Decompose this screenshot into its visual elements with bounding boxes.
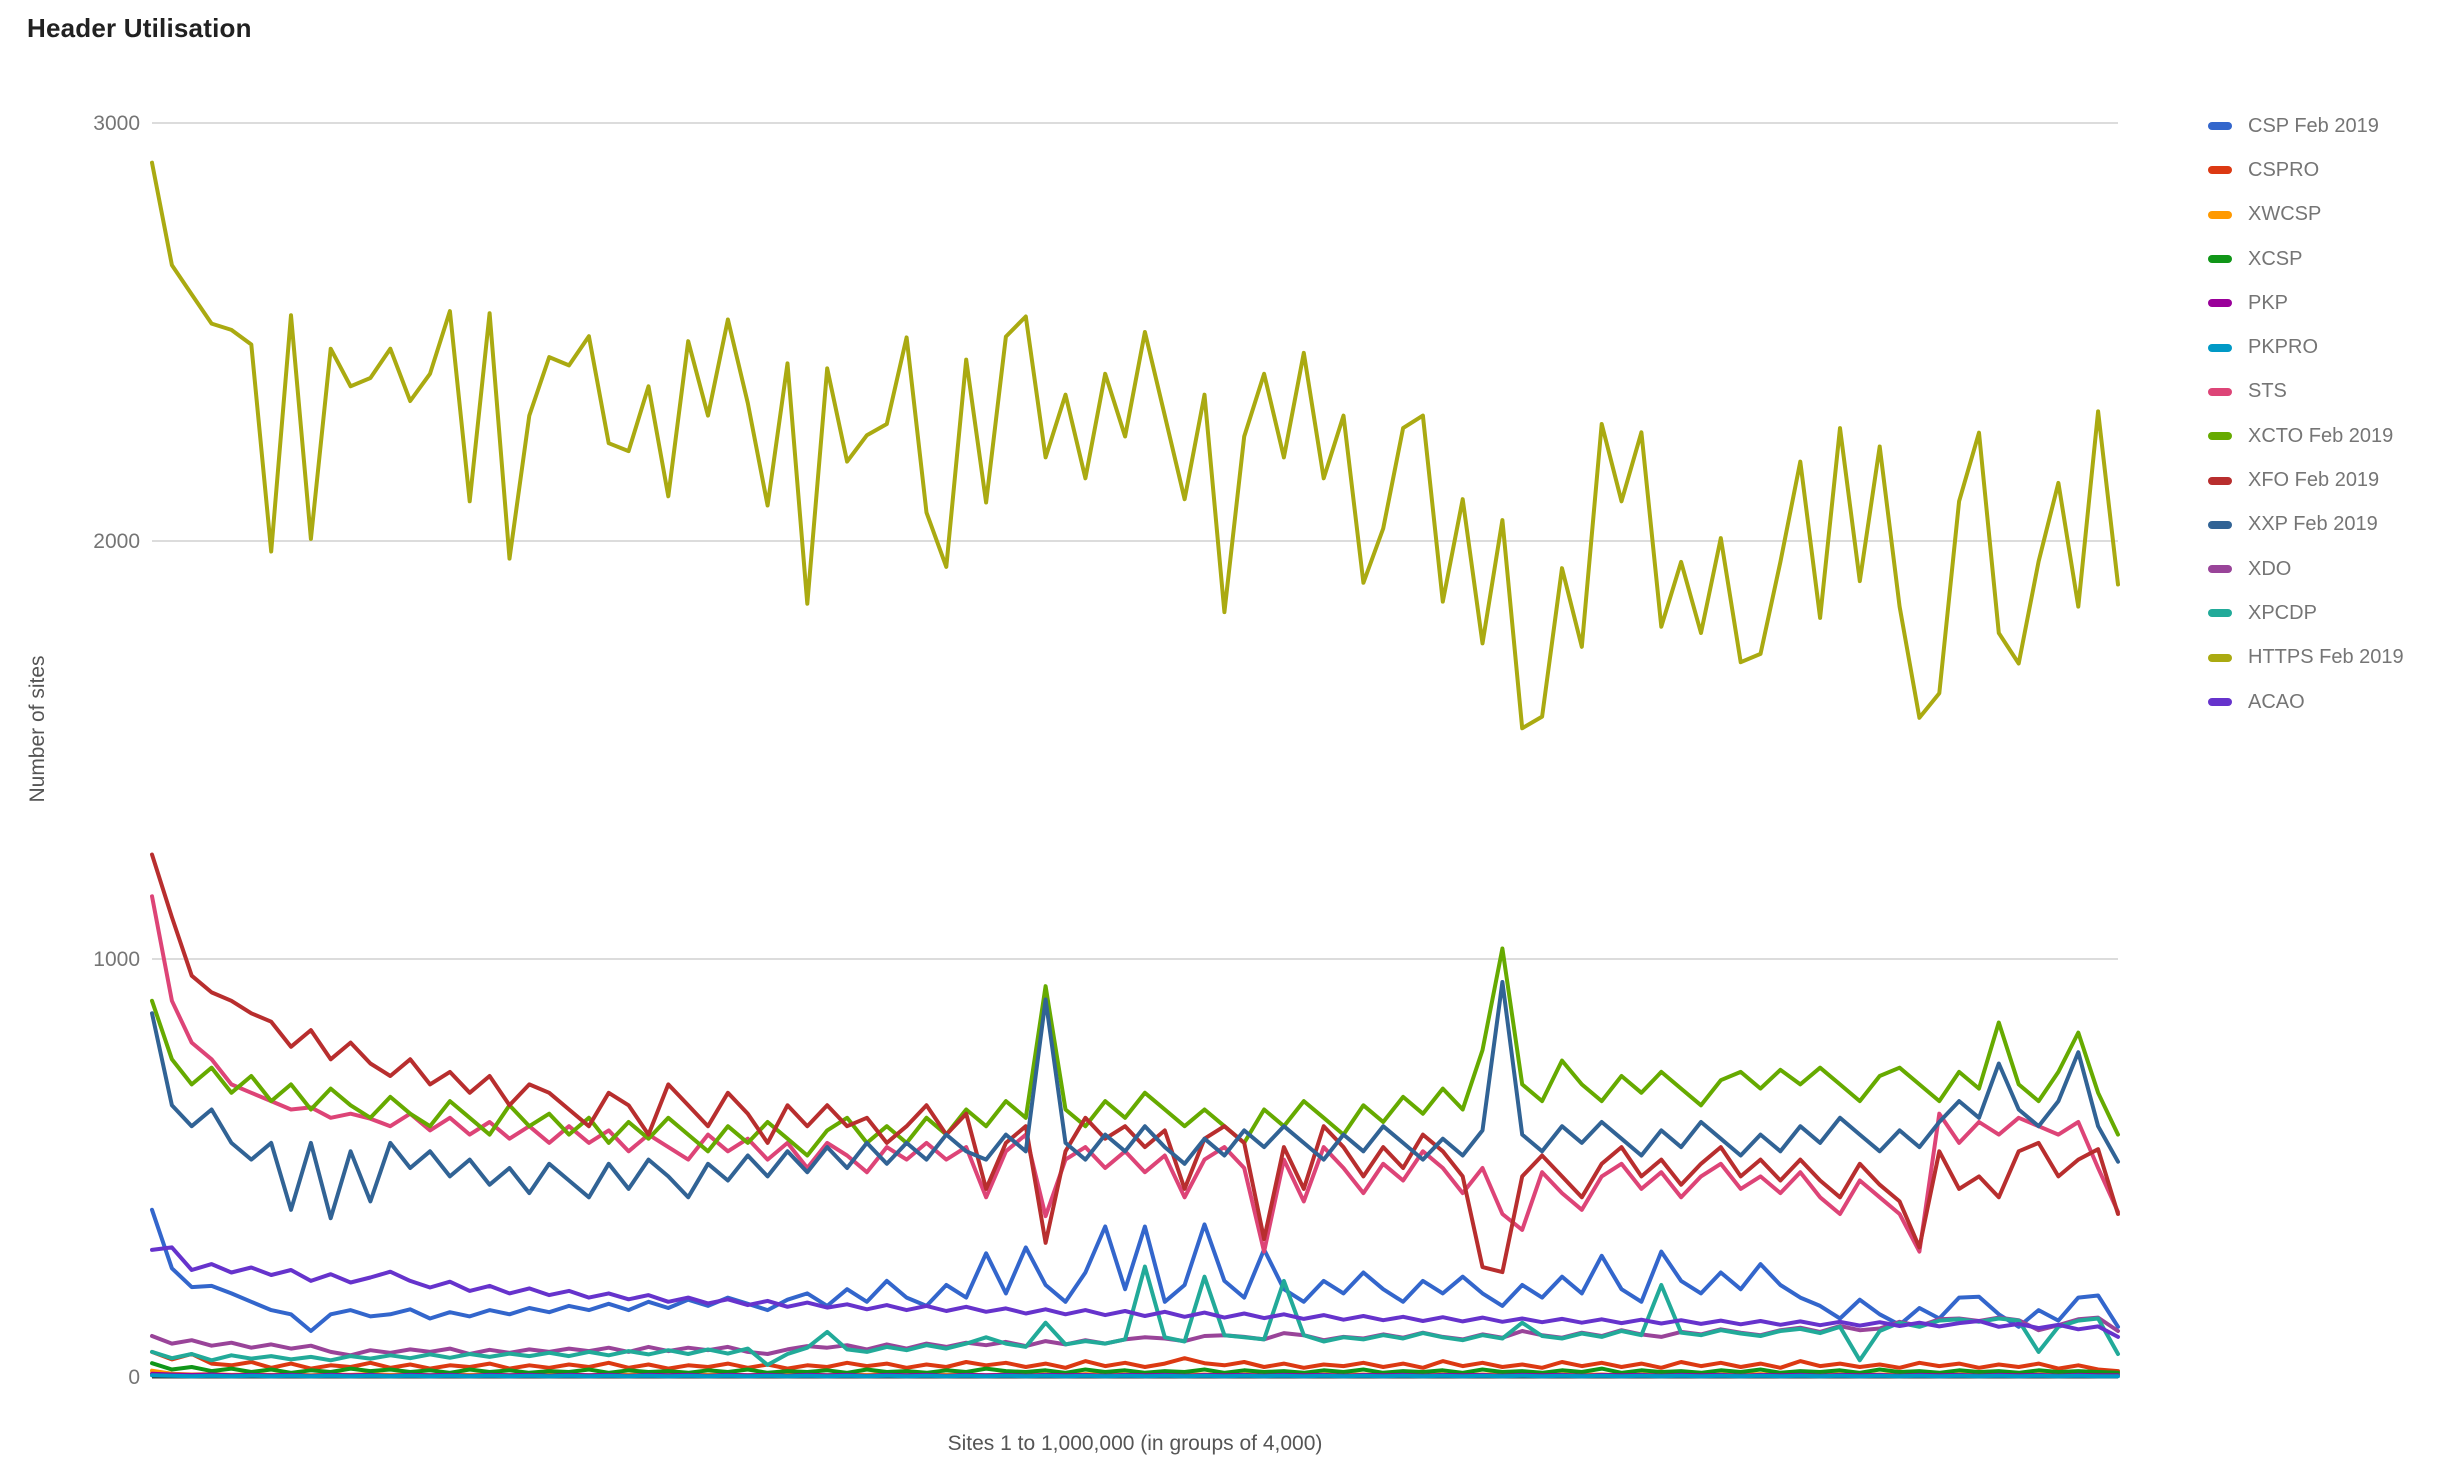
legend-label: PKP <box>2248 291 2289 314</box>
legend-swatch-icon <box>2208 166 2232 175</box>
legend-label: XFO Feb 2019 <box>2248 469 2380 492</box>
legend-label: XCSP <box>2248 247 2303 270</box>
legend-swatch-icon <box>2208 520 2232 529</box>
legend-label: XXP Feb 2019 <box>2248 513 2378 536</box>
legend-swatch-icon <box>2208 299 2232 308</box>
legend-label: XPCDP <box>2248 601 2317 624</box>
series-line-https-feb-2019[interactable] <box>150 160 2120 731</box>
legend-item-xdo[interactable]: XDO <box>2208 547 2458 591</box>
y-tick-label: 0 <box>128 1366 140 1389</box>
legend-swatch-icon <box>2208 210 2232 219</box>
y-tick-label: 2000 <box>93 530 140 553</box>
series-line-pkpro[interactable] <box>150 1373 2120 1379</box>
series-line-acao[interactable] <box>150 1245 2120 1339</box>
legend-item-cspro[interactable]: CSPRO <box>2208 148 2458 192</box>
legend-item-pkp[interactable]: PKP <box>2208 281 2458 325</box>
legend-item-acao[interactable]: ACAO <box>2208 680 2458 724</box>
series-line-xcto-feb-2019[interactable] <box>150 946 2120 1158</box>
legend-swatch-icon <box>2208 432 2232 441</box>
legend-item-xcto-feb-2019[interactable]: XCTO Feb 2019 <box>2208 414 2458 458</box>
legend-label: ACAO <box>2248 690 2305 713</box>
legend-item-sts[interactable]: STS <box>2208 370 2458 414</box>
page-title: Header Utilisation <box>27 13 252 43</box>
legend-label: PKPRO <box>2248 336 2319 359</box>
legend-label: CSPRO <box>2248 158 2320 181</box>
legend-item-xpcdp[interactable]: XPCDP <box>2208 591 2458 635</box>
legend-swatch-icon <box>2208 653 2232 662</box>
series-line-xcsp[interactable] <box>150 1361 2120 1375</box>
legend-label: XWCSP <box>2248 203 2322 226</box>
legend-label: STS <box>2248 380 2287 403</box>
legend-item-csp-feb-2019[interactable]: CSP Feb 2019 <box>2208 104 2458 148</box>
legend-swatch-icon <box>2208 122 2232 131</box>
series-line-csp-feb-2019[interactable] <box>150 1207 2120 1333</box>
legend-item-xcsp[interactable]: XCSP <box>2208 237 2458 281</box>
y-tick-label: 1000 <box>93 948 140 971</box>
legend: CSP Feb 2019 CSPRO XWCSP XCSP PKP PKPRO STS XCT… <box>2208 104 2458 724</box>
y-axis-title: Number of sites <box>26 655 49 803</box>
legend-swatch-icon <box>2208 343 2232 352</box>
legend-swatch-icon <box>2208 255 2232 264</box>
legend-item-xwcsp[interactable]: XWCSP <box>2208 193 2458 237</box>
x-axis-title: Sites 1 to 1,000,000 (in groups of 4,000… <box>947 1432 1323 1455</box>
legend-label: CSP Feb 2019 <box>2248 114 2379 137</box>
series-line-xxp-feb-2019[interactable] <box>150 980 2120 1221</box>
legend-swatch-icon <box>2208 565 2232 574</box>
series-line-cspro[interactable] <box>150 1349 2120 1374</box>
legend-swatch-icon <box>2208 476 2232 485</box>
y-tick-label: 3000 <box>93 112 140 135</box>
legend-label: HTTPS Feb 2019 <box>2248 646 2404 669</box>
legend-label: XDO <box>2248 557 2292 580</box>
legend-label: XCTO Feb 2019 <box>2248 424 2394 447</box>
series-line-xpcdp[interactable] <box>150 1264 2120 1367</box>
legend-item-pkpro[interactable]: PKPRO <box>2208 325 2458 369</box>
legend-swatch-icon <box>2208 609 2232 618</box>
legend-item-xfo-feb-2019[interactable]: XFO Feb 2019 <box>2208 458 2458 502</box>
legend-item-https-feb-2019[interactable]: HTTPS Feb 2019 <box>2208 636 2458 680</box>
legend-swatch-icon <box>2208 387 2232 396</box>
series-line-xfo-feb-2019[interactable] <box>150 852 2120 1275</box>
legend-item-xxp-feb-2019[interactable]: XXP Feb 2019 <box>2208 503 2458 547</box>
legend-swatch-icon <box>2208 698 2232 706</box>
